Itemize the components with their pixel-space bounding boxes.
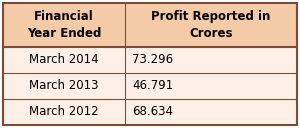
Text: March 2013: March 2013 bbox=[29, 79, 99, 92]
Text: Profit Reported in
Crores: Profit Reported in Crores bbox=[151, 10, 271, 40]
Bar bbox=[3, 47, 297, 73]
Text: 68.634: 68.634 bbox=[132, 105, 173, 119]
Text: 46.791: 46.791 bbox=[132, 79, 173, 92]
Bar bbox=[3, 73, 297, 99]
Text: Financial
Year Ended: Financial Year Ended bbox=[27, 10, 101, 40]
Text: 73.296: 73.296 bbox=[132, 53, 173, 66]
Text: March 2014: March 2014 bbox=[29, 53, 99, 66]
Bar bbox=[3, 99, 297, 125]
Bar bbox=[3, 3, 297, 47]
Text: March 2012: March 2012 bbox=[29, 105, 99, 119]
